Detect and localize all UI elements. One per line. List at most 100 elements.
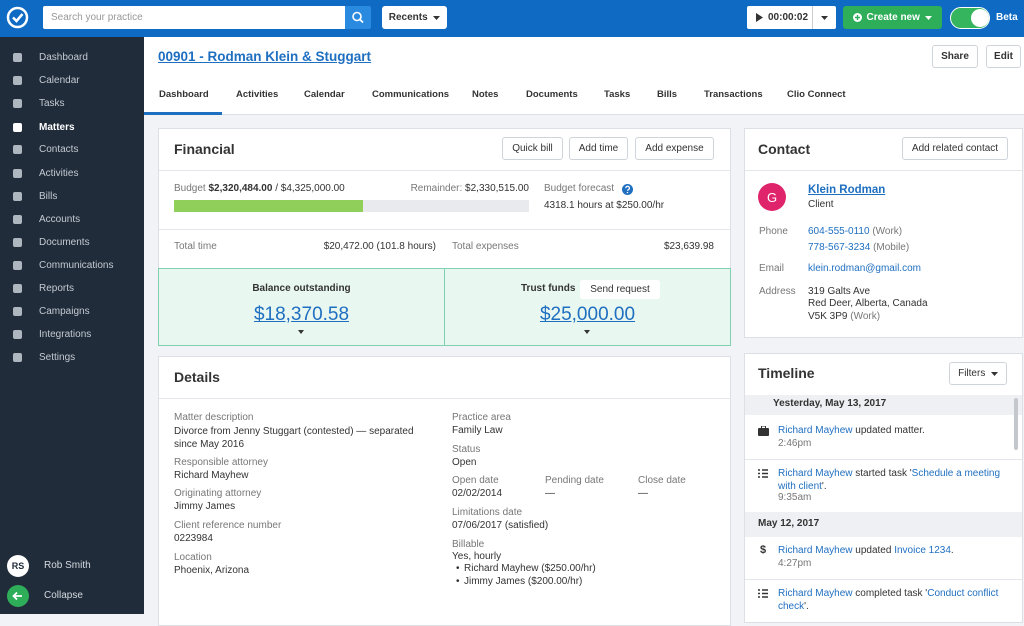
tab[interactable]: Clio Connect: [787, 89, 846, 100]
rate-item: Richard Mayhew ($250.00/hr): [464, 563, 596, 574]
filters-label: Filters: [958, 368, 986, 379]
entry-time: 2:46pm: [778, 438, 812, 449]
contact-name[interactable]: Klein Rodman: [808, 184, 886, 196]
collapse-icon[interactable]: [7, 585, 29, 607]
matter-title[interactable]: 00901 - Rodman Klein & Stuggart: [158, 49, 372, 64]
budget-bar: [174, 200, 529, 212]
entry-user[interactable]: Richard Mayhew: [778, 425, 853, 436]
entry-action: updated matter.: [855, 425, 925, 436]
entry-target[interactable]: Invoice 1234: [894, 545, 951, 556]
phone-number[interactable]: 778-567-3234: [808, 242, 871, 253]
entry-target[interactable]: Schedule a meeting with client: [778, 468, 1001, 492]
nav-item[interactable]: Bills: [0, 186, 144, 206]
total-expenses-value: $23,639.98: [663, 241, 714, 252]
field-value: Divorce from Jenny Stuggart (contested) …: [174, 426, 414, 450]
nav-item[interactable]: Communications: [0, 255, 144, 275]
matter-header: [144, 37, 1024, 115]
send-request-button[interactable]: Send request: [580, 280, 660, 299]
search-button[interactable]: [345, 6, 371, 29]
user-avatar[interactable]: RS: [7, 555, 29, 577]
tab[interactable]: Dashboard: [159, 89, 209, 100]
nav-item[interactable]: Reports: [0, 278, 144, 298]
tab[interactable]: Transactions: [704, 89, 763, 100]
budget-used: $2,320,484.00: [208, 183, 273, 194]
edit-button[interactable]: Edit: [986, 45, 1021, 68]
nav-label: Tasks: [39, 97, 65, 109]
nav-label: Integrations: [39, 328, 92, 340]
add-related-contact-button[interactable]: Add related contact: [902, 137, 1008, 160]
card-title: Timeline: [758, 365, 815, 381]
add-time-button[interactable]: Add time: [569, 137, 628, 160]
recents-label: Recents: [388, 12, 428, 23]
entry-time: 4:27pm: [778, 558, 812, 569]
field-label: Responsible attorney: [174, 457, 268, 468]
field-value: 07/06/2017 (satisfied): [452, 520, 549, 531]
field-label: Phone: [759, 226, 788, 237]
entry-end: '.: [804, 601, 809, 612]
field-value: Open: [452, 457, 477, 468]
budget-row: Budget $2,320,484.00 / $4,325,000.00: [174, 183, 345, 195]
email[interactable]: klein.rodman@gmail.com: [808, 263, 921, 274]
entry-user[interactable]: Richard Mayhew: [778, 468, 853, 479]
nav-item[interactable]: Matters: [0, 117, 144, 137]
details-card: [158, 356, 731, 626]
budget-label: Budget: [174, 183, 206, 194]
balance-value[interactable]: $18,370.58: [253, 304, 350, 325]
phone-number[interactable]: 604-555-0110: [808, 226, 870, 237]
remainder-row: Remainder: $2,330,515.00: [410, 183, 529, 195]
beta-toggle[interactable]: [950, 7, 990, 29]
trust-label: Trust funds: [521, 283, 576, 294]
nav-label: Matters: [39, 121, 75, 133]
user-name[interactable]: Rob Smith: [44, 560, 91, 571]
timer[interactable]: 00:00:02: [747, 6, 836, 29]
create-new-button[interactable]: Create new: [843, 6, 942, 29]
tab[interactable]: Calendar: [304, 89, 345, 100]
nav-item[interactable]: Calendar: [0, 70, 144, 90]
contact-avatar: G: [758, 183, 786, 211]
expand-caret[interactable]: [298, 330, 304, 334]
add-expense-button[interactable]: Add expense: [635, 137, 714, 160]
field-label: Address: [759, 286, 796, 297]
entry-user[interactable]: Richard Mayhew: [778, 545, 853, 556]
tab[interactable]: Activities: [236, 89, 279, 100]
nav-item[interactable]: Settings: [0, 347, 144, 367]
tab[interactable]: Documents: [526, 89, 578, 100]
tab[interactable]: Tasks: [604, 89, 631, 100]
nav-item[interactable]: Accounts: [0, 209, 144, 229]
search-placeholder: Search your practice: [51, 12, 143, 23]
rate-item: Jimmy James ($200.00/hr): [464, 576, 583, 587]
address-line: 319 Galts Ave: [808, 286, 871, 297]
scrollbar[interactable]: [1014, 398, 1018, 450]
help-icon[interactable]: [622, 184, 633, 195]
balance-label: Balance outstanding: [252, 283, 351, 294]
quick-bill-button[interactable]: Quick bill: [502, 137, 563, 160]
tab[interactable]: Notes: [472, 89, 499, 100]
collapse-label[interactable]: Collapse: [44, 590, 83, 601]
trust-value[interactable]: $25,000.00: [539, 304, 636, 325]
nav-item[interactable]: Contacts: [0, 139, 144, 159]
timeline-date: Yesterday, May 13, 2017: [773, 398, 887, 409]
tab[interactable]: Communications: [372, 89, 450, 100]
logo[interactable]: [6, 6, 29, 29]
entry-target[interactable]: Conduct conflict check: [778, 588, 999, 612]
field-label: Limitations date: [452, 507, 523, 518]
field-value: Richard Mayhew: [174, 470, 249, 481]
nav-item[interactable]: Integrations: [0, 324, 144, 344]
filters-button[interactable]: Filters: [949, 362, 1007, 385]
nav-item[interactable]: Dashboard: [0, 47, 144, 67]
nav-item[interactable]: Campaigns: [0, 301, 144, 321]
nav-item[interactable]: Tasks: [0, 93, 144, 113]
card-title: Contact: [758, 141, 811, 157]
recents-button[interactable]: Recents: [382, 6, 447, 29]
entry-user[interactable]: Richard Mayhew: [778, 588, 853, 599]
search-input[interactable]: Search your practice: [43, 6, 345, 29]
nav-item[interactable]: Activities: [0, 163, 144, 183]
field-label: Email: [759, 263, 785, 274]
address-line: V5K 3P9: [808, 311, 848, 322]
tab[interactable]: Bills: [657, 89, 678, 100]
nav-item[interactable]: Documents: [0, 232, 144, 252]
share-button[interactable]: Share: [932, 45, 978, 68]
expand-caret[interactable]: [584, 330, 590, 334]
entry-action: updated: [855, 545, 892, 556]
field-label: Location: [174, 552, 212, 563]
